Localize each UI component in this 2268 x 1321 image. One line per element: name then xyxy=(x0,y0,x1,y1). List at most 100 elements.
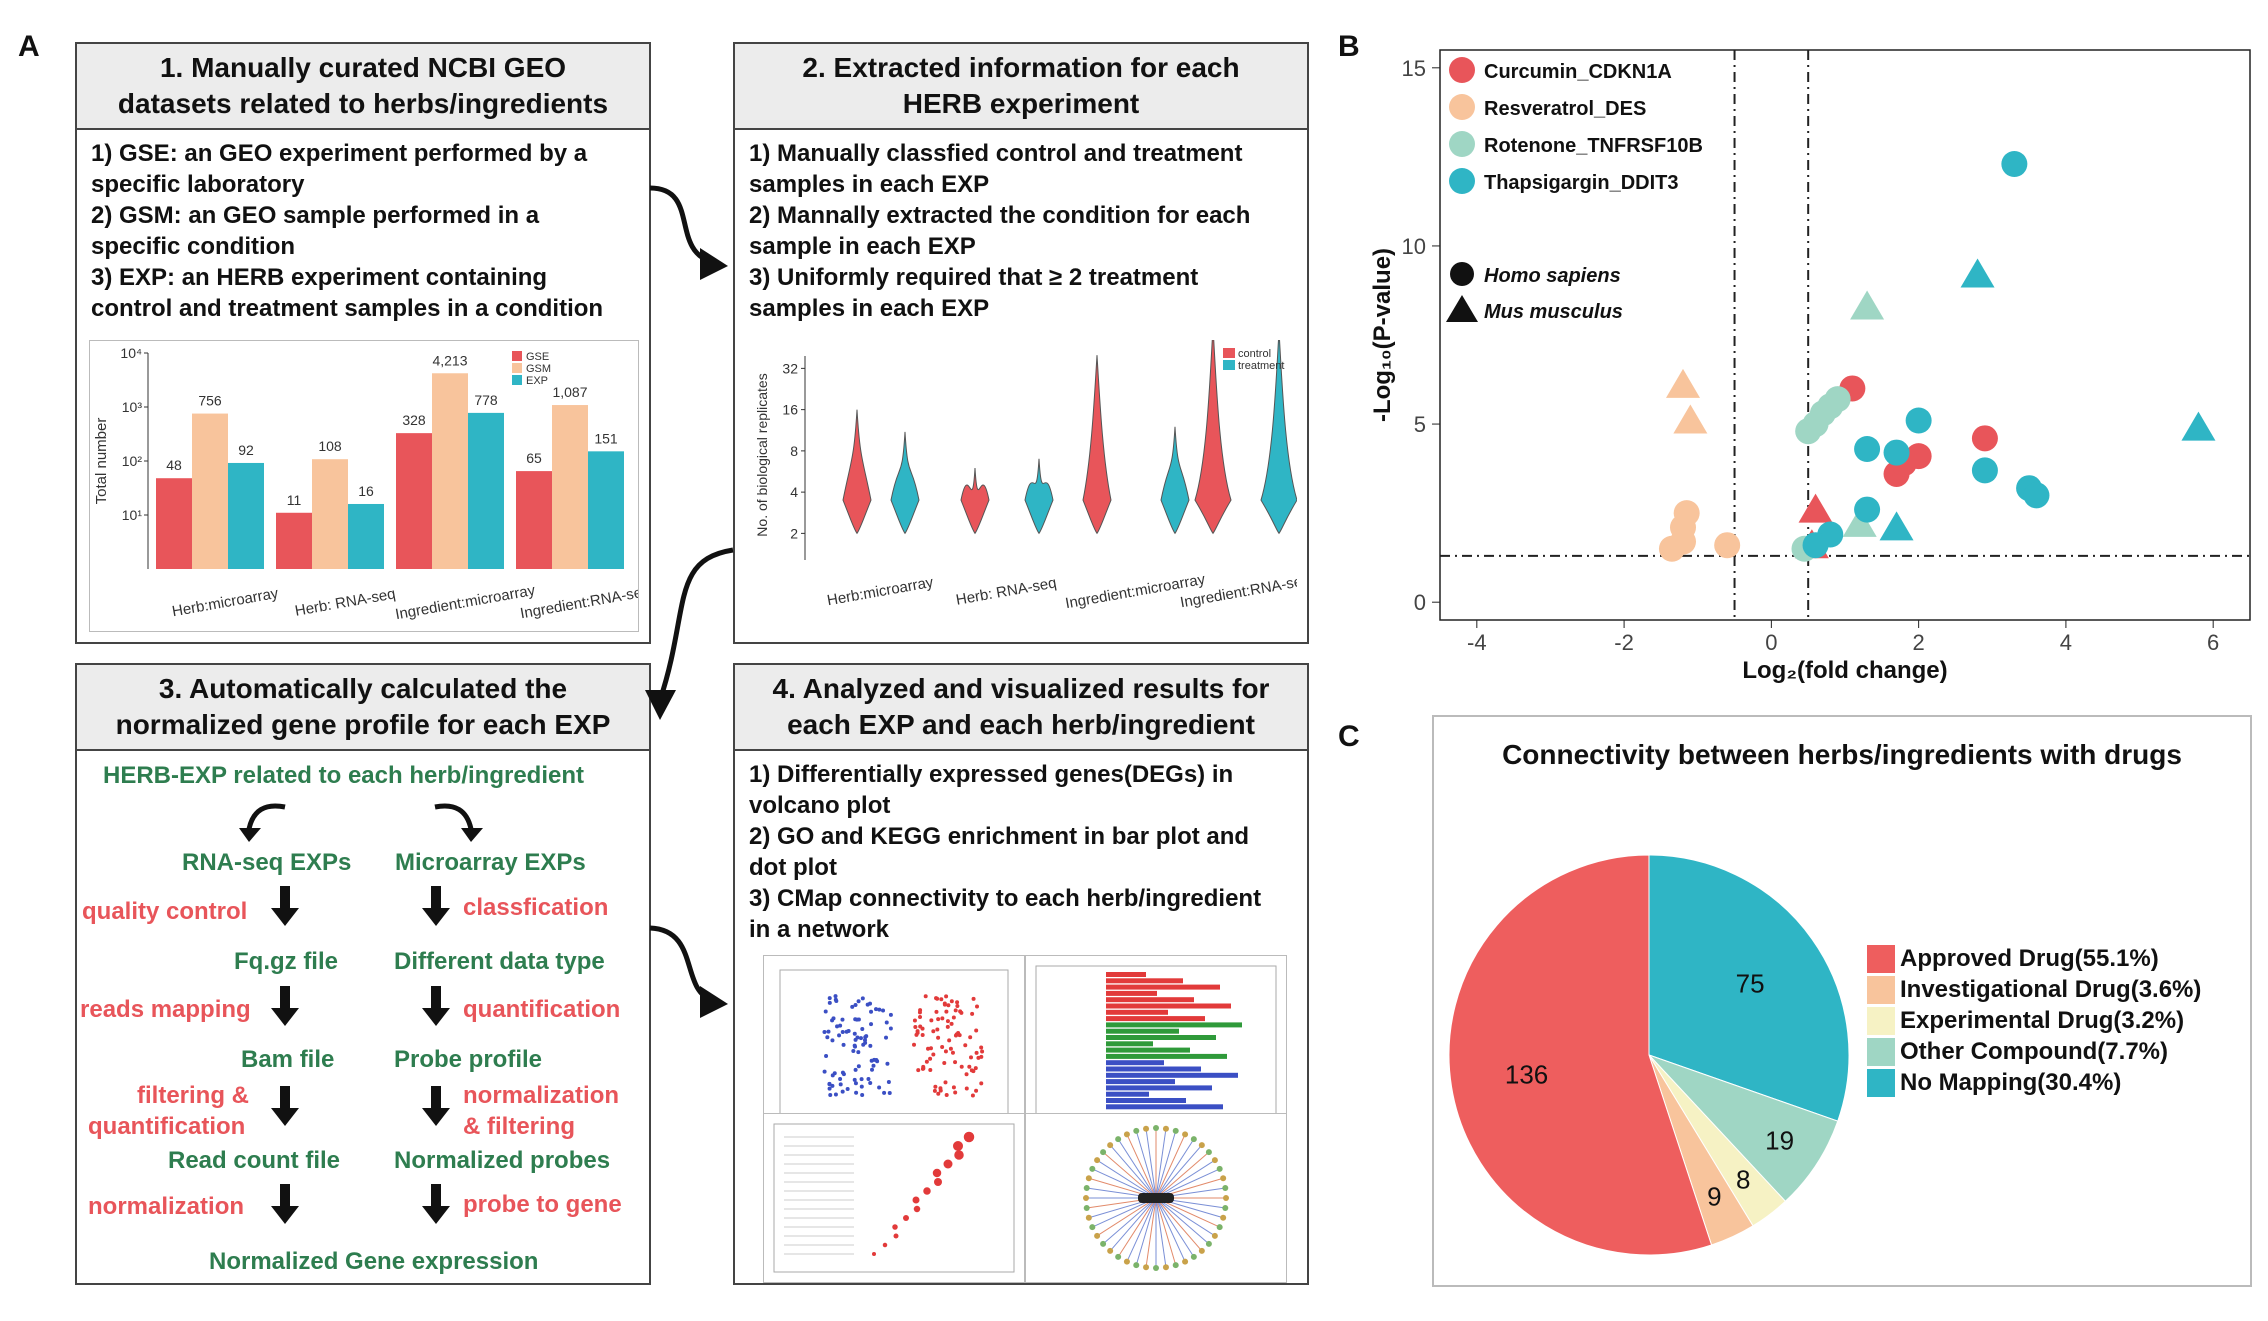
thumb-net-node xyxy=(1211,1232,1218,1239)
thumb-volcano-dot-red xyxy=(926,1046,931,1051)
thumb-volcano-dot-blue xyxy=(886,1080,891,1085)
thumb-volcano-dot-blue xyxy=(866,1076,871,1081)
thumb-volcano-dot-red xyxy=(971,996,976,1001)
thumb-net-edge xyxy=(1126,1134,1157,1199)
thumb-volcano-dot-red xyxy=(938,1086,943,1091)
pie-legend-label: Investigational Drug(3.6%) xyxy=(1900,976,2202,1003)
thumb-net-node xyxy=(1220,1214,1227,1221)
thumb-dot xyxy=(913,1205,921,1213)
thumb-volcano-dot-blue xyxy=(830,1073,835,1078)
bar-data-label: 151 xyxy=(594,430,618,446)
thumb-volcano-dot-red xyxy=(924,1059,929,1064)
pie-legend-label: Approved Drug(55.1%) xyxy=(1900,945,2159,972)
thumb-volcano-dot-red xyxy=(940,1016,945,1021)
thumb-volcano-dot-red xyxy=(942,1002,947,1007)
thumb-volcano-dot-red xyxy=(918,1008,923,1013)
thumb-volcano-dot-blue xyxy=(838,1077,843,1082)
box-analyzed-results: 4. Analyzed and visualized results for e… xyxy=(733,663,1309,1285)
thumb-volcano-dot-blue xyxy=(853,1067,858,1072)
thumb-volcano-dot-red xyxy=(969,1055,974,1060)
bar-legend-swatch xyxy=(512,351,522,361)
scatter-legend-swatch xyxy=(1449,131,1475,157)
thumb-net-node xyxy=(1172,1127,1179,1134)
thumb-net-node xyxy=(1182,1131,1189,1138)
thumb-volcano-dot-blue xyxy=(887,1090,892,1095)
thumb-dot xyxy=(954,1150,964,1160)
thumb-volcano-dot-red xyxy=(942,1061,947,1066)
thumb-net-node xyxy=(1083,1195,1089,1201)
thumb-volcano-dot-red xyxy=(949,999,954,1004)
scatter-point-circle xyxy=(1971,425,1998,452)
scatter-point-circle xyxy=(1824,386,1851,413)
thumb-volcano-dot-red xyxy=(959,1064,964,1069)
thumb-volcano-dot-blue xyxy=(844,1029,849,1034)
thumb-volcano-dot-blue xyxy=(840,1070,845,1075)
thumb-volcano-dot-blue xyxy=(858,1036,863,1041)
bar-data-label: 778 xyxy=(474,392,498,408)
thumb-net-edge xyxy=(1155,1159,1216,1199)
thumb-bar xyxy=(1106,1079,1175,1085)
thumb-volcano-dot-red xyxy=(947,1038,952,1043)
thumb-volcano-dot-blue xyxy=(868,1043,873,1048)
thumb-net-node xyxy=(1222,1204,1229,1211)
scatter-point-circle xyxy=(1670,528,1696,555)
bar-legend-swatch xyxy=(512,375,522,385)
thumb-dot xyxy=(943,1159,953,1169)
thumb-net-node xyxy=(1100,1149,1107,1156)
thumb-volcano-dot-blue xyxy=(830,1038,835,1043)
thumb-volcano-dot-blue xyxy=(877,1085,882,1090)
thumb-volcano-dot-red xyxy=(921,1064,926,1069)
pie-slice-label: 8 xyxy=(1736,1164,1750,1194)
violin-y-tick-label: 32 xyxy=(782,360,798,376)
pie-slice xyxy=(1648,1054,1839,1202)
thumb-network-plot xyxy=(1083,1125,1229,1271)
thumb-bar xyxy=(1106,1098,1186,1103)
thumb-net-node xyxy=(1162,1125,1169,1132)
thumb-volcano-dot-red xyxy=(953,1060,958,1065)
thumb-net-node xyxy=(1220,1175,1227,1182)
box2-text: 1) Manually classfied control and treatm… xyxy=(749,140,1251,322)
thumb-net-edge xyxy=(1109,1197,1157,1252)
scatter-point-circle xyxy=(2023,482,2050,509)
box4-text: 1) Differentially expressed genes(DEGs) … xyxy=(749,761,1262,943)
bar-exp xyxy=(348,503,384,569)
thumb-volcano-dot-red xyxy=(949,1021,954,1026)
violin-control xyxy=(960,467,990,535)
thumb-volcano-dot-blue xyxy=(888,1026,893,1031)
thumb-volcano-dot-blue xyxy=(884,1020,889,1025)
thumb-net-edge xyxy=(1096,1159,1157,1199)
scatter-legend-label: Resveratrol_DES xyxy=(1484,98,1646,120)
thumb-volcano-dot-blue xyxy=(853,1081,858,1086)
thumb-net-edge xyxy=(1155,1134,1186,1199)
box-connector-arrows xyxy=(645,185,734,1018)
thumb-volcano-dot-blue xyxy=(845,1087,850,1092)
flow-herb-exp: HERB-EXP related to each herb/ingredient xyxy=(103,762,584,789)
scatter-point-circle xyxy=(1971,457,1998,484)
thumb-net-node xyxy=(1107,1142,1114,1149)
step-quantification: quantification xyxy=(463,996,621,1023)
thumb-dot xyxy=(882,1242,888,1248)
thumb-net-edge xyxy=(1155,1197,1177,1266)
flow-fqgz-file: Fq.gz file xyxy=(234,948,338,975)
thumb-bar xyxy=(1106,1035,1216,1040)
bar-data-label: 48 xyxy=(166,457,182,473)
violin-treatment xyxy=(1024,458,1054,535)
violin-legend-swatch xyxy=(1223,360,1235,370)
thumb-volcano-dot-blue xyxy=(888,1012,893,1017)
bar-legend-label: EXP xyxy=(526,375,548,387)
arrow-head-left xyxy=(239,828,261,842)
pie-slice-label: 19 xyxy=(1765,1125,1794,1155)
bar-gsm xyxy=(312,459,348,569)
violin-legend-label: treatment xyxy=(1238,360,1284,372)
thumb-volcano-dot-blue xyxy=(827,1082,832,1087)
thumb-volcano-dot-blue xyxy=(827,1086,832,1091)
thumb-volcano-dot-red xyxy=(973,1066,978,1071)
step-classfication: classfication xyxy=(463,894,609,921)
thumb-net-node xyxy=(1205,1149,1212,1156)
scatter-legend-swatch xyxy=(1449,57,1475,83)
flow-probe-profile: Probe profile xyxy=(394,1046,543,1073)
bar-data-label: 756 xyxy=(198,393,222,409)
thumb-volcano-dot-red xyxy=(956,1031,961,1036)
thumb-volcano-dot-red xyxy=(971,1069,976,1074)
